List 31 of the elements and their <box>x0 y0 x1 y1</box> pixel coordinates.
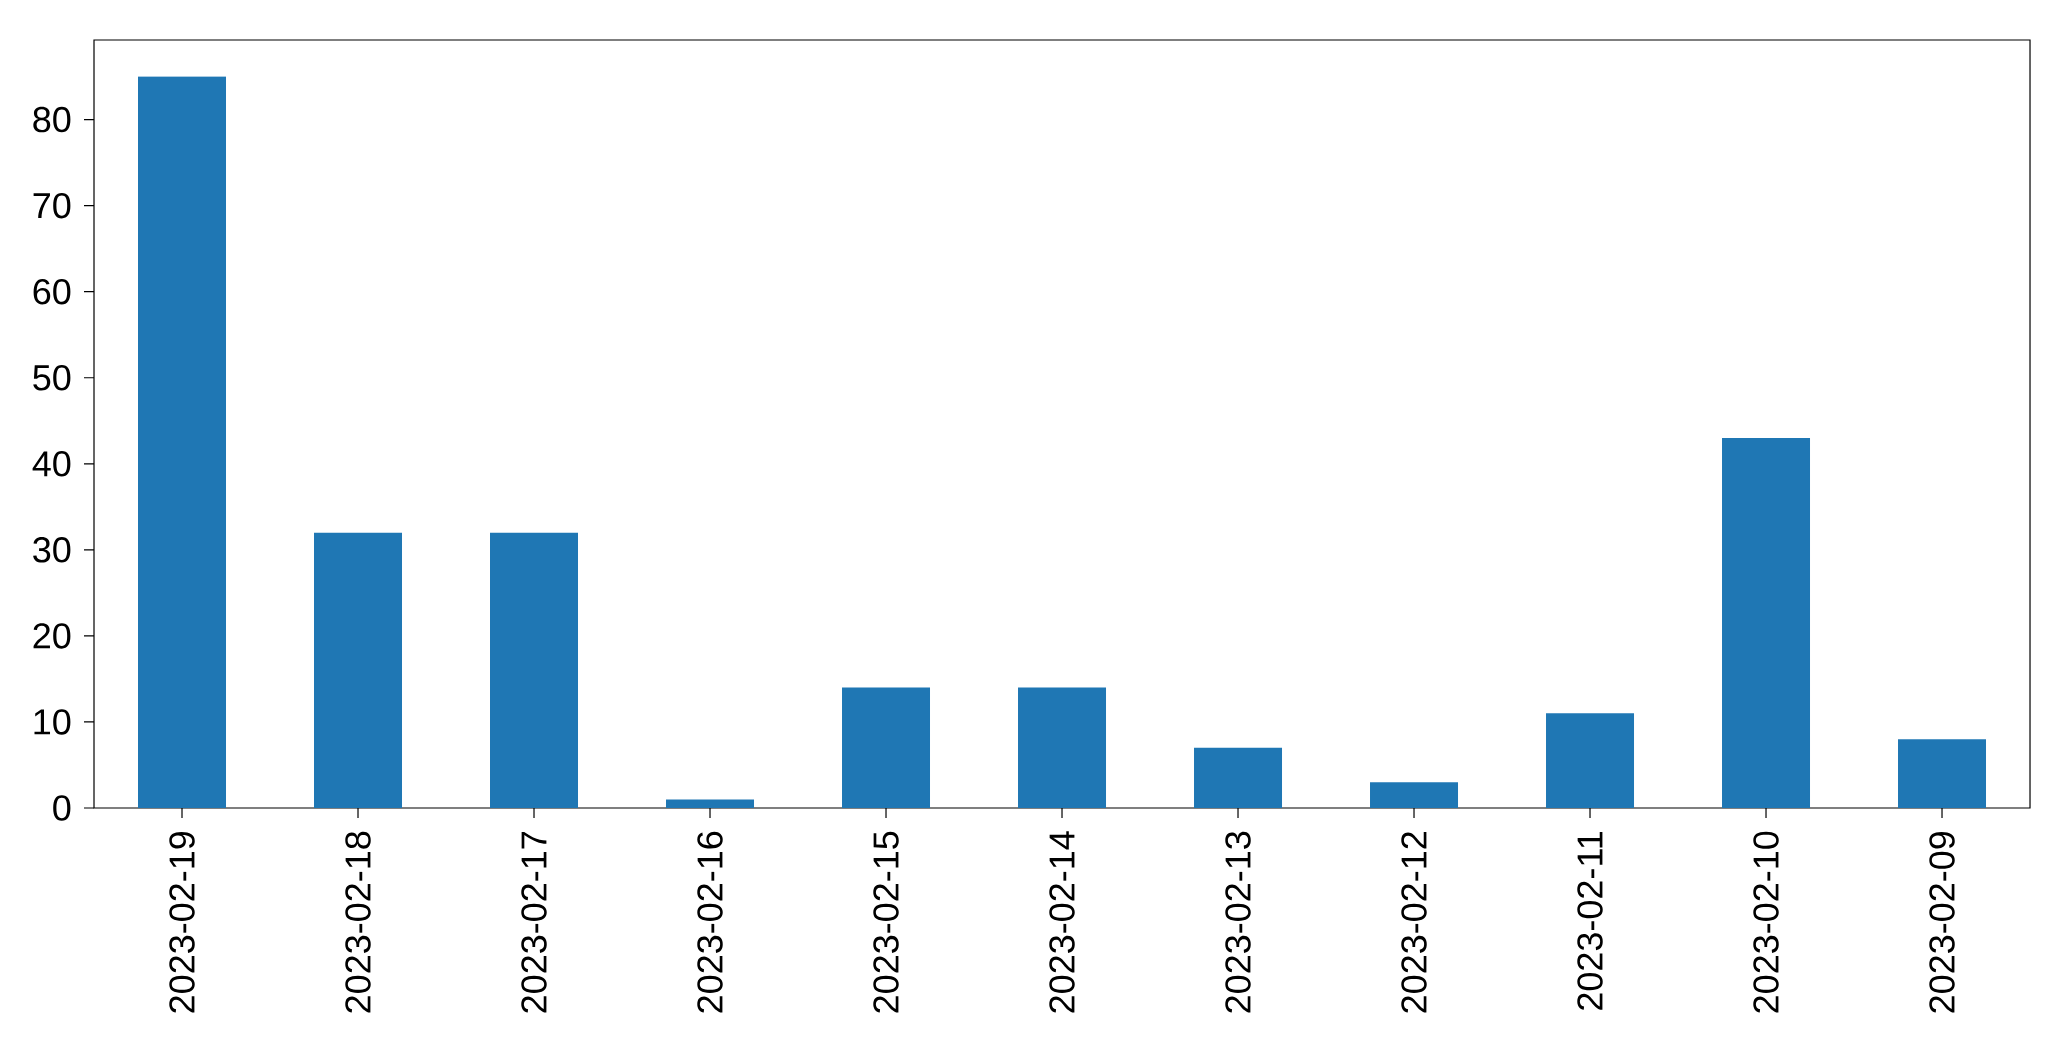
bar <box>1722 437 1811 808</box>
x-tick-label: 2023-02-16 <box>697 831 723 1013</box>
bar <box>842 687 931 808</box>
x-tick-label: 2023-02-13 <box>1225 831 1251 1013</box>
y-tick-label: 0 <box>53 795 71 821</box>
x-tick-label: 2023-02-18 <box>345 831 371 1013</box>
bar <box>666 799 755 808</box>
x-tick-label: 2023-02-19 <box>169 831 195 1013</box>
x-tick-label: 2023-02-09 <box>1929 831 1955 1013</box>
y-tick-label: 20 <box>33 623 71 649</box>
bar <box>314 532 403 808</box>
bar <box>1370 782 1459 808</box>
bar <box>1898 739 1987 808</box>
y-tick-label: 80 <box>33 106 71 133</box>
bar <box>490 532 579 808</box>
x-tick-label: 2023-02-14 <box>1049 831 1075 1013</box>
y-tick-label: 70 <box>33 192 71 219</box>
y-tick-label: 50 <box>33 365 71 391</box>
bar <box>1546 713 1635 808</box>
x-tick-label: 2023-02-11 <box>1577 832 1603 1010</box>
x-tick-label: 2023-02-10 <box>1753 831 1779 1013</box>
y-tick-label: 30 <box>33 537 71 563</box>
bar <box>138 76 226 808</box>
y-tick-label: 40 <box>32 451 71 477</box>
bar <box>1194 747 1283 808</box>
x-tick-label: 2023-02-17 <box>521 832 547 1013</box>
bar <box>1018 687 1107 808</box>
x-tick-label: 2023-02-12 <box>1401 832 1427 1013</box>
x-tick-label: 2023-02-15 <box>873 831 899 1013</box>
y-tick-label: 10 <box>34 709 71 735</box>
y-tick-label: 60 <box>33 278 71 305</box>
